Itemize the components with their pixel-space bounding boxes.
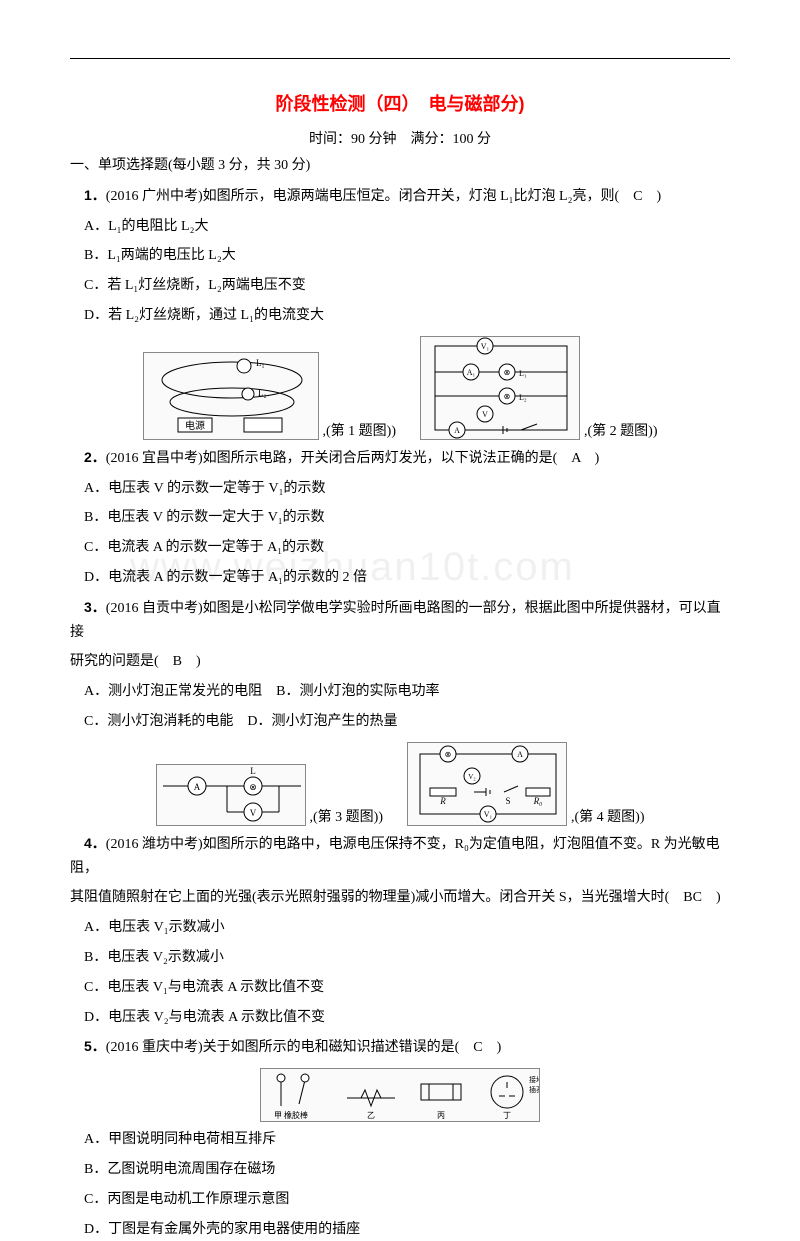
svg-text:V₁: V₁ (481, 342, 490, 351)
q4-opt-c: C．电压表 V₁与电流表 A 示数比值不变 (70, 976, 730, 1000)
q5-text: (2016 重庆中考)关于如图所示的电和磁知识描述错误的是( C ) (106, 1040, 502, 1055)
q4-opt-a: A．电压表 V₁示数减小 (70, 916, 730, 940)
figure-4: ⊗ A V₂ R S R₀ V₁ (407, 742, 567, 826)
fig2-caption: ,(第 2 题图)) (584, 420, 658, 440)
page-subtitle: 时间：90 分钟 满分：100 分 (70, 128, 730, 148)
svg-text:电源: 电源 (185, 419, 205, 432)
q5-opt-d: D．丁图是有金属外壳的家用电器使用的插座 (70, 1218, 730, 1241)
circuit-icon: 电源 L₁ L₂ (144, 352, 318, 440)
q3-text: (2016 自贡中考)如图是小松同学做电学实验时所画电路图的一部分，根据此图中所… (70, 601, 721, 640)
svg-text:A: A (454, 426, 460, 435)
svg-text:L₂: L₂ (519, 393, 527, 402)
q5-opt-b: B．乙图说明电流周围存在磁场 (70, 1158, 730, 1182)
svg-text:L₁: L₁ (519, 369, 527, 378)
svg-text:⊗: ⊗ (249, 782, 257, 792)
q1-opt-c: C．若 L₁灯丝烧断，L₂两端电压不变 (70, 274, 730, 298)
svg-text:L₂: L₂ (258, 388, 267, 398)
q2-number: 2． (84, 449, 106, 465)
svg-text:A: A (517, 750, 523, 759)
section-1-header: 一、单项选择题(每小题 3 分，共 30 分) (70, 154, 730, 178)
svg-text:⊗: ⊗ (504, 368, 511, 377)
svg-text:V₁: V₁ (484, 810, 493, 819)
q2-text: (2016 宜昌中考)如图所示电路，开关闭合后两灯发光，以下说法正确的是( A … (106, 451, 600, 466)
q5-opt-a: A．甲图说明同种电荷相互排斥 (70, 1128, 730, 1152)
svg-text:接地线: 接地线 (529, 1075, 539, 1084)
svg-text:丙: 丙 (437, 1111, 445, 1120)
figure-5: 甲 橡胶棒 乙 丙 接地线 插孔 丁 (260, 1068, 540, 1122)
svg-text:R₀: R₀ (533, 796, 543, 806)
q2-opt-d: D．电流表 A 的示数一定等于 A₁的示数的 2 倍 (70, 566, 730, 590)
q1-opt-d: D．若 L₂灯丝烧断，通过 L₁的电流变大 (70, 304, 730, 328)
q1-stem: 1．(2016 广州中考)如图所示，电源两端电压恒定。闭合开关，灯泡 L₁比灯泡… (70, 184, 730, 209)
q4-opt-d: D．电压表 V₂与电流表 A 示数比值不变 (70, 1006, 730, 1030)
svg-text:V: V (482, 410, 488, 419)
svg-text:L₁: L₁ (256, 358, 265, 368)
q3-number: 3． (84, 599, 106, 615)
q2-opt-a: A．电压表 V 的示数一定等于 V₁的示数 (70, 477, 730, 501)
figure-1: 电源 L₁ L₂ (143, 352, 319, 440)
diagram-icon: 甲 橡胶棒 乙 丙 接地线 插孔 丁 (261, 1068, 539, 1122)
circuit-icon: V₁ A₁ ⊗ L₁ ⊗ L₂ V A (421, 336, 579, 440)
q3-opt-a: A．测小灯泡正常发光的电阻 B．测小灯泡的实际电功率 (70, 680, 730, 704)
q4-stem: 4．(2016 潍坊中考)如图所示的电路中，电源电压保持不变，R₀为定值电阻，灯… (70, 832, 730, 881)
q1-number: 1． (84, 187, 106, 203)
svg-text:A: A (193, 782, 200, 792)
svg-text:V: V (249, 808, 256, 818)
svg-text:⊗: ⊗ (445, 750, 452, 759)
q2-stem: 2．(2016 宜昌中考)如图所示电路，开关闭合后两灯发光，以下说法正确的是( … (70, 446, 730, 471)
svg-text:丁: 丁 (503, 1111, 511, 1120)
figure-row-1: 电源 L₁ L₂ ,(第 1 题图)) V₁ A₁ ⊗ L₁ ⊗ L₂ V (70, 336, 730, 440)
q1-text: (2016 广州中考)如图所示，电源两端电压恒定。闭合开关，灯泡 L₁比灯泡 L… (106, 189, 661, 204)
q4-stem-cont: 其阻值随照射在它上面的光强(表示光照射强弱的物理量)减小而增大。闭合开关 S，当… (70, 886, 730, 910)
page-title: 阶段性检测（四） 电与磁部分) (70, 90, 730, 116)
figure-3: A ⊗ L V (156, 764, 306, 826)
svg-text:A₁: A₁ (467, 368, 476, 377)
svg-text:S: S (505, 796, 510, 806)
svg-text:⊗: ⊗ (504, 392, 511, 401)
figure-row-2: A ⊗ L V ,(第 3 题图)) ⊗ A V₂ R S (70, 742, 730, 826)
fig3-caption: ,(第 3 题图)) (310, 806, 384, 826)
q5-number: 5． (84, 1038, 106, 1054)
q3-stem-cont: 研究的问题是( B ) (70, 650, 730, 674)
fig1-caption: ,(第 1 题图)) (323, 420, 397, 440)
svg-text:甲 橡胶棒: 甲 橡胶棒 (274, 1110, 308, 1120)
q2-opt-b: B．电压表 V 的示数一定大于 V₁的示数 (70, 506, 730, 530)
q3-opt-c: C．测小灯泡消耗的电能 D．测小灯泡产生的热量 (70, 710, 730, 734)
svg-text:L: L (250, 766, 256, 776)
svg-text:R: R (439, 796, 446, 806)
svg-text:插孔: 插孔 (529, 1085, 539, 1094)
q2-opt-c: C．电流表 A 的示数一定等于 A₁的示数 (70, 536, 730, 560)
circuit-icon: ⊗ A V₂ R S R₀ V₁ (408, 742, 566, 826)
q4-text: (2016 潍坊中考)如图所示的电路中，电源电压保持不变，R₀为定值电阻，灯泡阻… (70, 837, 720, 876)
q1-opt-b: B．L₁两端的电压比 L₂大 (70, 244, 730, 268)
circuit-icon: A ⊗ L V (157, 764, 305, 826)
q5-opt-c: C．丙图是电动机工作原理示意图 (70, 1188, 730, 1212)
q5-stem: 5．(2016 重庆中考)关于如图所示的电和磁知识描述错误的是( C ) (70, 1035, 730, 1060)
q4-opt-b: B．电压表 V₂示数减小 (70, 946, 730, 970)
figure-row-3: 甲 橡胶棒 乙 丙 接地线 插孔 丁 (70, 1068, 730, 1122)
svg-text:乙: 乙 (367, 1111, 375, 1120)
svg-text:V₂: V₂ (468, 773, 476, 781)
q3-stem: 3．(2016 自贡中考)如图是小松同学做电学实验时所画电路图的一部分，根据此图… (70, 596, 730, 645)
q4-number: 4． (84, 835, 106, 851)
q1-opt-a: A．L₁的电阻比 L₂大 (70, 215, 730, 239)
figure-2: V₁ A₁ ⊗ L₁ ⊗ L₂ V A (420, 336, 580, 440)
fig4-caption: ,(第 4 题图)) (571, 806, 645, 826)
